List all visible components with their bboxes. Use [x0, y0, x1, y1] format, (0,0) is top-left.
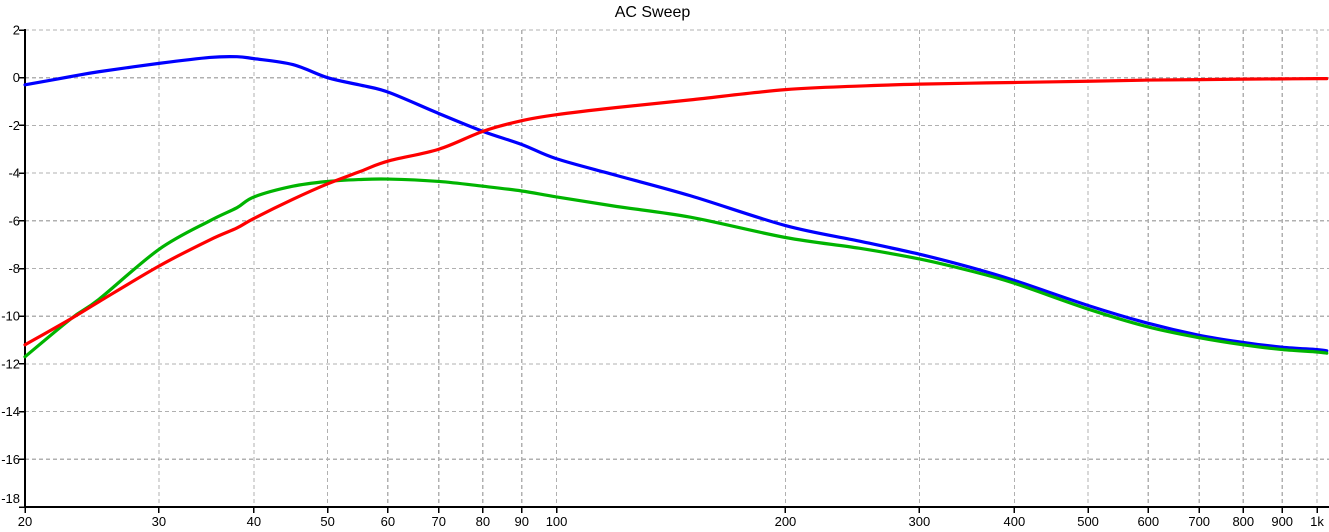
y-tick-label: -8 — [8, 261, 20, 276]
y-tick-label: -12 — [1, 356, 20, 371]
x-tick-label: 90 — [515, 514, 529, 529]
y-tick-labels: 2 0 -2 -4 -6 -8 -10 -12 -14 -16 -18 — [1, 23, 20, 507]
y-tick-label: -6 — [8, 213, 20, 228]
traces — [23, 54, 1329, 359]
chart-title: AC Sweep — [614, 4, 691, 21]
y-tick-label: -14 — [1, 404, 20, 419]
y-tick-label: 0 — [13, 70, 20, 85]
x-tick-label: 100 — [546, 514, 568, 529]
y-tick-label: 2 — [13, 23, 20, 38]
x-tick-label: 80 — [476, 514, 490, 529]
axes — [19, 29, 1329, 513]
x-tick-label: 600 — [1137, 514, 1159, 529]
y-tick-label: -4 — [8, 166, 20, 181]
green-trace — [23, 177, 1329, 359]
x-tick-label: 70 — [432, 514, 446, 529]
red-trace — [23, 77, 1329, 347]
x-tick-label: 20 — [18, 514, 32, 529]
y-tick-label: -16 — [1, 452, 20, 467]
x-tick-label: 400 — [1004, 514, 1026, 529]
gridlines — [25, 29, 1329, 507]
x-tick-label: 50 — [320, 514, 334, 529]
x-tick-label: 200 — [775, 514, 797, 529]
x-tick-label: 300 — [909, 514, 931, 529]
y-tick-label: -18 — [1, 491, 20, 506]
x-tick-label: 500 — [1077, 514, 1099, 529]
x-tick-label: 700 — [1188, 514, 1210, 529]
x-tick-label: 900 — [1271, 514, 1293, 529]
x-tick-label: 60 — [381, 514, 395, 529]
x-tick-label: 40 — [247, 514, 261, 529]
x-tick-label: 1k — [1310, 514, 1324, 529]
x-tick-label: 30 — [152, 514, 166, 529]
y-tick-label: -2 — [8, 118, 20, 133]
x-tick-labels: 20 30 40 50 60 70 80 90 100 200 300 400 500 600 700 800… — [18, 514, 1325, 529]
x-tick-label: 800 — [1232, 514, 1254, 529]
blue-trace — [23, 54, 1329, 353]
y-tick-label: -10 — [1, 309, 20, 324]
